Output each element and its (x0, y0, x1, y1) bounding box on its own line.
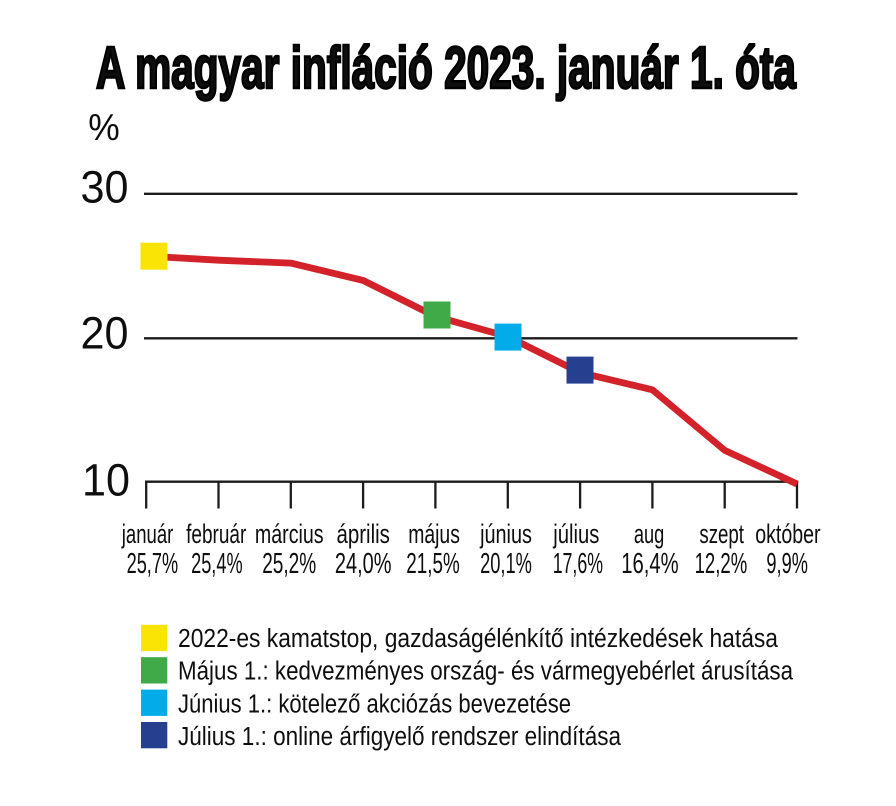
svg-text:január: január (121, 519, 173, 549)
svg-text:20,1%: 20,1% (480, 548, 532, 580)
svg-text:2022-es kamatstop, gazdaságélé: 2022-es kamatstop, gazdaságélénkítő inté… (178, 625, 779, 653)
svg-text:április: április (337, 519, 390, 549)
svg-text:10: 10 (82, 454, 130, 505)
svg-text:25,2%: 25,2% (262, 548, 316, 580)
svg-text:17,6%: 17,6% (553, 548, 603, 580)
svg-text:május: május (408, 519, 460, 549)
svg-text:%: % (88, 107, 120, 148)
svg-text:Május 1.: kedvezményes ország-: Május 1.: kedvezményes ország- és vármeg… (178, 658, 794, 686)
svg-text:június: június (479, 519, 532, 549)
svg-text:A magyar infláció 2023. január: A magyar infláció 2023. január 1. óta (96, 34, 797, 101)
svg-text:Június 1.: kötelező akciózás b: Június 1.: kötelező akciózás bevezetése (178, 690, 571, 718)
svg-text:16,4%: 16,4% (621, 548, 678, 580)
svg-text:12,2%: 12,2% (695, 548, 748, 580)
svg-text:24,0%: 24,0% (335, 548, 392, 580)
svg-text:30: 30 (81, 162, 129, 213)
svg-text:20: 20 (81, 307, 129, 358)
svg-text:október: október (755, 519, 820, 549)
svg-text:Július 1.: online árfigyelő re: Július 1.: online árfigyelő rendszer eli… (178, 723, 622, 751)
svg-text:július: július (553, 519, 600, 549)
svg-text:aug: aug (634, 519, 664, 549)
svg-text:szept: szept (699, 519, 744, 549)
svg-text:február: február (186, 519, 246, 549)
svg-text:25,4%: 25,4% (191, 548, 243, 580)
svg-text:25,7%: 25,7% (127, 548, 179, 580)
svg-text:21,5%: 21,5% (406, 548, 459, 580)
svg-text:9,9%: 9,9% (766, 548, 808, 580)
svg-text:március: március (255, 519, 324, 549)
